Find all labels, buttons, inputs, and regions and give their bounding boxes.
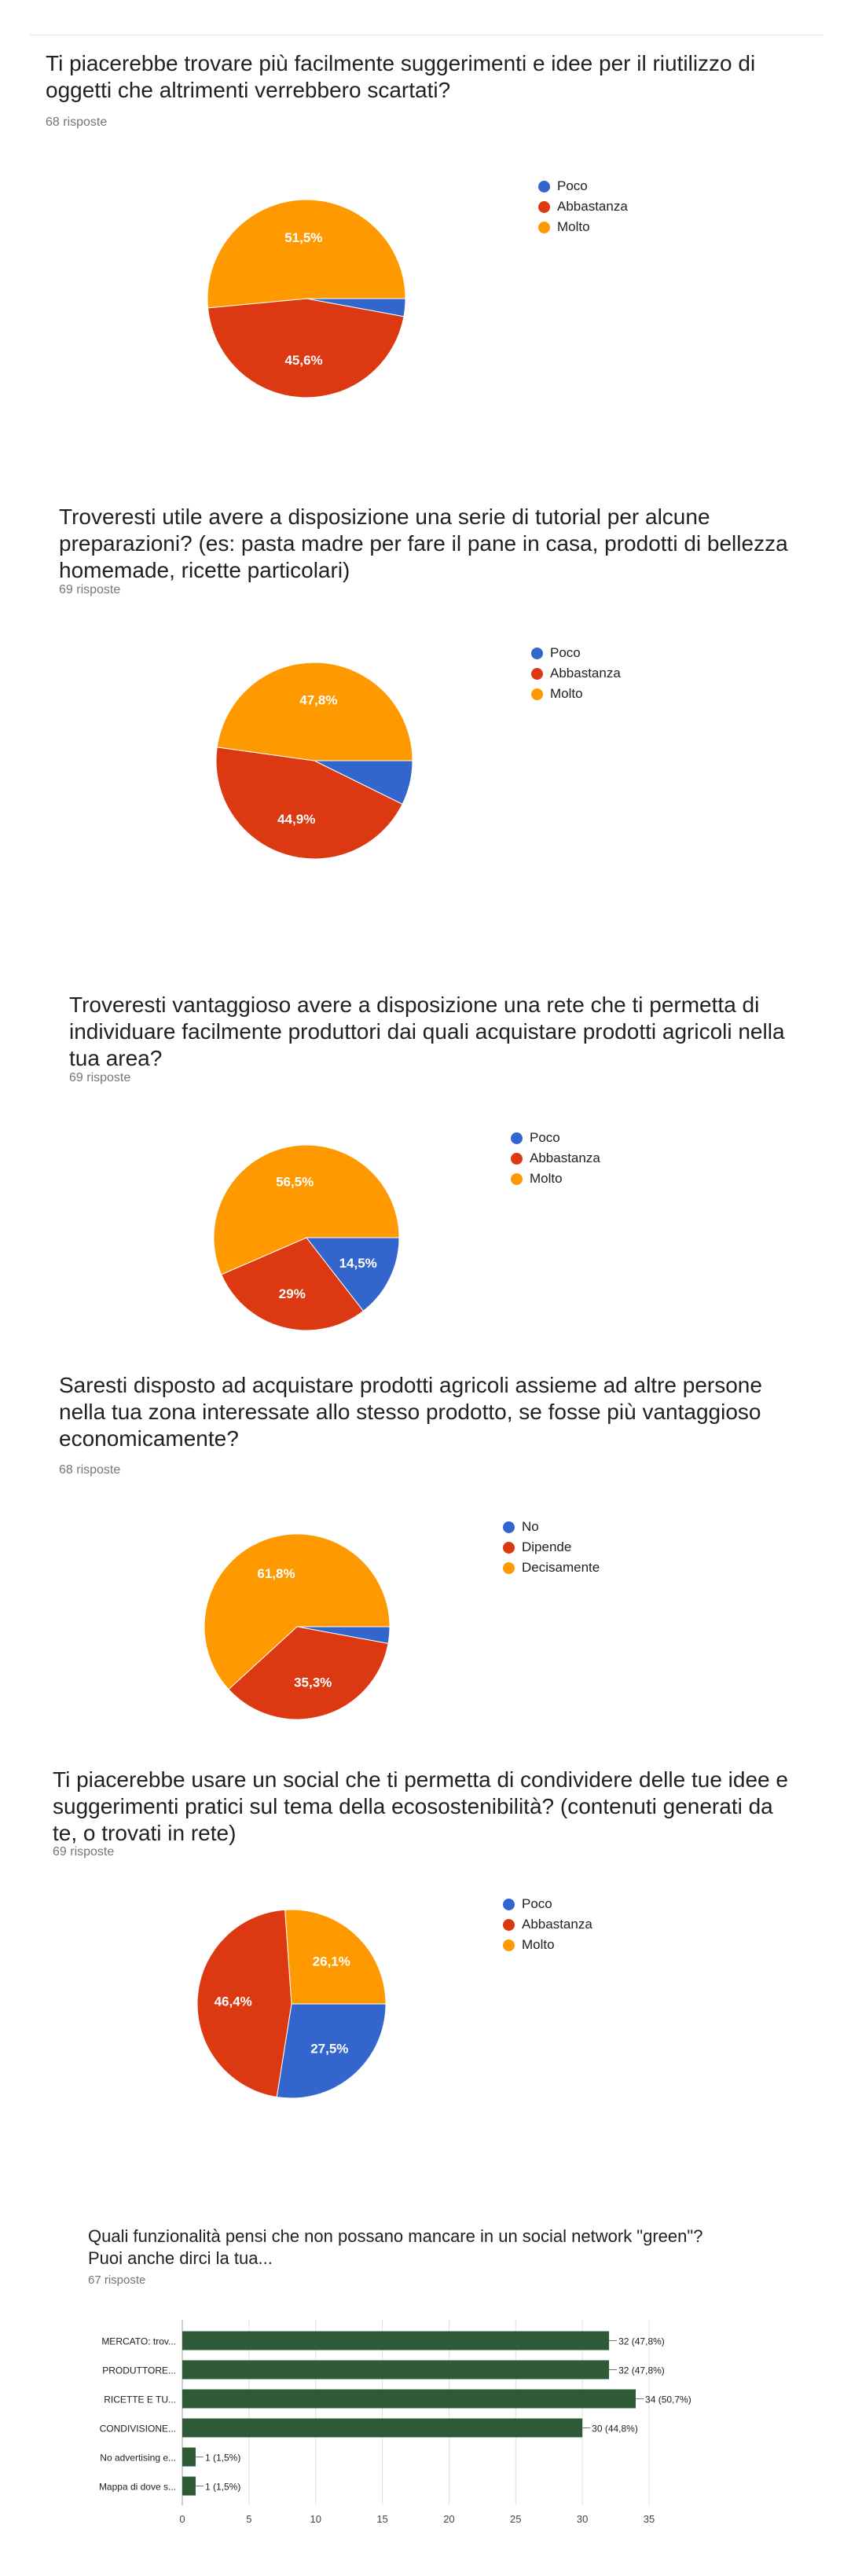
response-count: 68 risposte: [46, 116, 108, 129]
pie-slice-poco[interactable]: [305, 1237, 400, 1312]
question-title: Ti piacerebbe trovare più facilmente sug…: [46, 51, 756, 102]
legend-swatch: [531, 648, 543, 659]
slice-percent-label: 27,5%: [310, 2042, 348, 2057]
legend-swatch: [503, 1899, 515, 1910]
legend-label: Poco: [522, 1896, 552, 1911]
pie-slice-abbastanza[interactable]: [221, 1237, 365, 1331]
pie-slice-abbastanza[interactable]: [207, 298, 405, 398]
x-tick-label: 10: [310, 2513, 321, 2525]
x-tick-label: 20: [443, 2513, 454, 2525]
pie-chart: 35,3% 61,8%: [204, 1533, 391, 1720]
pie-slice-molto[interactable]: [207, 199, 406, 309]
legend-label: Abbastanza: [550, 666, 621, 681]
legend-swatch: [538, 222, 550, 233]
slice-percent-label: 56,5%: [276, 1174, 314, 1189]
response-count: 69 risposte: [69, 1071, 131, 1084]
legend-swatch: [503, 1542, 515, 1554]
category-label: MERCATO: trov...: [101, 2336, 176, 2347]
legend-swatch: [503, 1919, 515, 1931]
bar-chart: 0 5 10 15 20 25 30 35 MERCATO: trov... 32 (47,8%)…: [99, 2320, 691, 2525]
slice-percent-label: 47,8%: [299, 693, 337, 708]
pie-slice-abbastanza[interactable]: [215, 747, 403, 860]
category-label: RICETTE E TU...: [104, 2394, 176, 2405]
slice-percent-label: 44,9%: [277, 812, 315, 827]
bar-value-label: 30 (44,8%): [592, 2424, 638, 2435]
category-label: PRODUTTORE...: [102, 2365, 176, 2376]
legend-swatch: [531, 688, 543, 700]
legend-label: Poco: [530, 1130, 560, 1145]
pie-chart: 27,5% 46,4% 26,1%: [196, 1909, 387, 2099]
pie-chart: 44,9% 47,8%: [215, 662, 413, 860]
pie-chart: 45,6% 51,5%: [207, 199, 406, 398]
x-tick-label: 30: [577, 2513, 588, 2525]
slice-percent-label: 61,8%: [257, 1566, 295, 1581]
category-label: CONDIVISIONE...: [100, 2424, 176, 2435]
category-label: No advertising e...: [100, 2453, 176, 2464]
bar-value-label: 1 (1,5%): [205, 2482, 240, 2493]
legend-label: Molto: [550, 686, 583, 701]
pie-slice-molto[interactable]: [213, 1144, 400, 1275]
legend-label: Molto: [522, 1937, 555, 1952]
legend-swatch: [538, 181, 550, 193]
pie-slice-molto[interactable]: [216, 662, 413, 761]
question-title: Troveresti utile avere a disposizione un…: [59, 505, 788, 582]
legend-swatch: [511, 1153, 523, 1165]
bar[interactable]: [182, 2360, 610, 2380]
legend-label: No: [522, 1519, 539, 1534]
bar-value-label: 32 (47,8%): [618, 2336, 665, 2347]
x-tick-label: 35: [644, 2513, 655, 2525]
pie-slice-poco[interactable]: [276, 2003, 387, 2099]
slice-percent-label: 29%: [279, 1286, 306, 1301]
legend-swatch: [511, 1132, 523, 1144]
legend-label: Molto: [557, 219, 590, 234]
slice-percent-label: 46,4%: [215, 1994, 252, 2009]
legend-swatch: [503, 1521, 515, 1533]
category-label: Mappa di dove s...: [99, 2482, 176, 2493]
legend-label: Decisamente: [522, 1560, 600, 1575]
bar[interactable]: [182, 2447, 196, 2467]
legend-swatch: [511, 1173, 523, 1185]
question-title: Ti piacerebbe usare un social che ti per…: [53, 1767, 788, 1845]
pie-slice-dipende[interactable]: [228, 1626, 389, 1720]
bar[interactable]: [182, 2418, 583, 2438]
response-count: 69 risposte: [59, 583, 121, 596]
slice-percent-label: 26,1%: [313, 1954, 350, 1969]
legend-swatch: [531, 668, 543, 680]
x-tick-label: 25: [510, 2513, 521, 2525]
question-title: Troveresti vantaggioso avere a disposizi…: [69, 993, 785, 1070]
x-tick-label: 15: [376, 2513, 387, 2525]
legend-label: Abbastanza: [557, 199, 628, 214]
legend-swatch: [538, 201, 550, 213]
bar-value-label: 1 (1,5%): [205, 2453, 240, 2464]
bar[interactable]: [182, 2331, 610, 2350]
legend-swatch: [503, 1939, 515, 1951]
slice-percent-label: 51,5%: [284, 230, 322, 245]
legend-label: Abbastanza: [522, 1917, 592, 1932]
bar[interactable]: [182, 2476, 196, 2496]
response-count: 67 risposte: [88, 2273, 146, 2287]
bar-value-label: 32 (47,8%): [618, 2365, 665, 2376]
pie-slice-decisamente[interactable]: [204, 1533, 391, 1690]
x-tick-label: 5: [246, 2513, 251, 2525]
pie-chart: 14,5% 29% 56,5%: [213, 1144, 400, 1331]
legend-label: Abbastanza: [530, 1150, 600, 1165]
legend-label: Poco: [557, 178, 588, 193]
bar[interactable]: [182, 2389, 636, 2409]
response-count: 69 risposte: [53, 1845, 115, 1859]
pie-slice-molto[interactable]: [284, 1909, 387, 2005]
slice-percent-label: 45,6%: [284, 353, 322, 368]
legend-swatch: [503, 1562, 515, 1574]
slice-percent-label: 14,5%: [339, 1256, 377, 1271]
pie-slice-abbastanza[interactable]: [196, 1909, 292, 2098]
question-title: Quali funzionalità pensi che non possano…: [88, 2226, 703, 2268]
question-title: Saresti disposto ad acquistare prodotti …: [59, 1373, 762, 1451]
legend-label: Poco: [550, 645, 581, 660]
slice-percent-label: 35,3%: [294, 1675, 332, 1690]
x-tick-label: 0: [179, 2513, 185, 2525]
legend-label: Dipende: [522, 1539, 572, 1554]
bar-value-label: 34 (50,7%): [645, 2394, 691, 2405]
response-count: 68 risposte: [59, 1463, 121, 1477]
legend-label: Molto: [530, 1171, 563, 1186]
